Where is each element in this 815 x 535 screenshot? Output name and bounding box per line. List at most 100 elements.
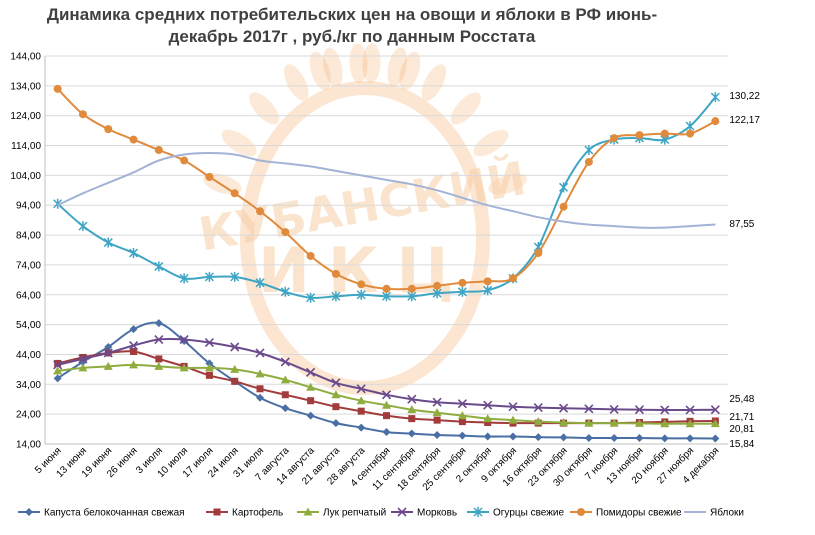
data-point (381, 291, 392, 302)
chart-title: Динамика средних потребительских цен на … (47, 5, 657, 46)
data-point (584, 404, 594, 414)
data-point (609, 418, 619, 427)
series-6 (53, 84, 720, 293)
data-point (383, 412, 390, 420)
data-point (130, 347, 138, 355)
data-point (407, 291, 417, 302)
watermark-leaf (387, 47, 407, 87)
data-point (154, 261, 164, 272)
series-3 (53, 360, 720, 428)
data-point (331, 419, 340, 428)
data-point (307, 397, 315, 405)
data-point (255, 277, 265, 288)
data-point (686, 129, 695, 138)
series-line (57, 151, 716, 229)
y-tick-label: 34,00 (16, 380, 41, 391)
data-point (508, 274, 517, 283)
chart-title-line-2: декабрь 2017г , руб./кг по данным Росста… (169, 27, 536, 46)
data-point (483, 432, 492, 441)
data-point (53, 198, 63, 209)
data-point (433, 416, 441, 424)
data-point (331, 378, 341, 388)
data-point (154, 361, 164, 370)
data-point (306, 382, 316, 391)
watermark-leaf (488, 173, 527, 195)
data-point (78, 110, 87, 119)
data-point (660, 129, 669, 138)
end-value-label: 20,81 (729, 424, 754, 435)
data-point (204, 363, 214, 372)
data-point (534, 248, 543, 257)
legend-item: Капуста белокочанная свежая (18, 507, 185, 519)
data-point (685, 405, 695, 415)
data-point (230, 271, 240, 282)
data-point (155, 355, 163, 363)
data-point (332, 403, 340, 411)
y-tick-label: 84,00 (16, 231, 41, 242)
data-point (104, 125, 113, 134)
data-point (306, 251, 315, 260)
data-point (129, 247, 139, 258)
data-point (205, 371, 213, 379)
watermark-leaf (399, 51, 421, 91)
legend-label: Огурцы свежие (493, 508, 564, 519)
data-point (584, 418, 594, 427)
legend: Капуста белокочанная свежая Картофель Лук … (18, 507, 744, 519)
data-point (610, 134, 619, 143)
data-point (710, 419, 720, 428)
data-point (584, 434, 593, 443)
data-point (609, 404, 619, 414)
data-point (281, 404, 290, 413)
data-point (458, 418, 466, 426)
data-point (280, 286, 290, 297)
data-point (382, 284, 391, 293)
data-point (280, 375, 290, 384)
data-point (256, 385, 264, 393)
watermark-leaf (421, 64, 446, 101)
data-point (408, 415, 416, 423)
legend-label: Лук репчатый (323, 508, 386, 519)
series-5 (53, 92, 720, 303)
data-point (483, 285, 493, 296)
data-point (710, 92, 720, 103)
data-point (584, 145, 594, 156)
data-point (54, 359, 62, 367)
data-point (78, 221, 88, 232)
series-7 (57, 151, 716, 229)
data-point (381, 390, 392, 400)
data-point (432, 408, 442, 417)
data-point (457, 399, 467, 409)
legend-label: Морковь (417, 508, 457, 519)
watermark-leaf (221, 129, 257, 157)
data-point (255, 348, 265, 358)
data-point (204, 271, 214, 282)
end-value-label: 122,17 (729, 115, 760, 126)
data-point (407, 405, 417, 414)
data-point (577, 508, 585, 516)
data-point (356, 396, 366, 405)
watermark-leaf (323, 47, 343, 87)
data-point (660, 419, 670, 428)
series-area (53, 84, 720, 443)
data-point (306, 411, 315, 420)
data-point (357, 407, 365, 415)
data-point (230, 364, 240, 373)
data-point (129, 360, 139, 369)
data-point (78, 363, 88, 372)
watermark-leaf (349, 43, 368, 84)
data-point (458, 278, 467, 287)
legend-label: Картофель (232, 507, 283, 519)
data-point (104, 343, 113, 351)
data-point (559, 202, 568, 211)
legend-label: Капуста белокочанная свежая (44, 507, 185, 519)
legend-label: Помидоры свежие (596, 508, 682, 519)
series-line (57, 337, 716, 411)
data-point (204, 337, 214, 348)
data-point (306, 367, 316, 377)
data-point (103, 361, 113, 370)
data-point (331, 291, 341, 302)
watermark-leaf (473, 129, 509, 157)
data-point (483, 277, 492, 286)
data-point (660, 405, 670, 415)
